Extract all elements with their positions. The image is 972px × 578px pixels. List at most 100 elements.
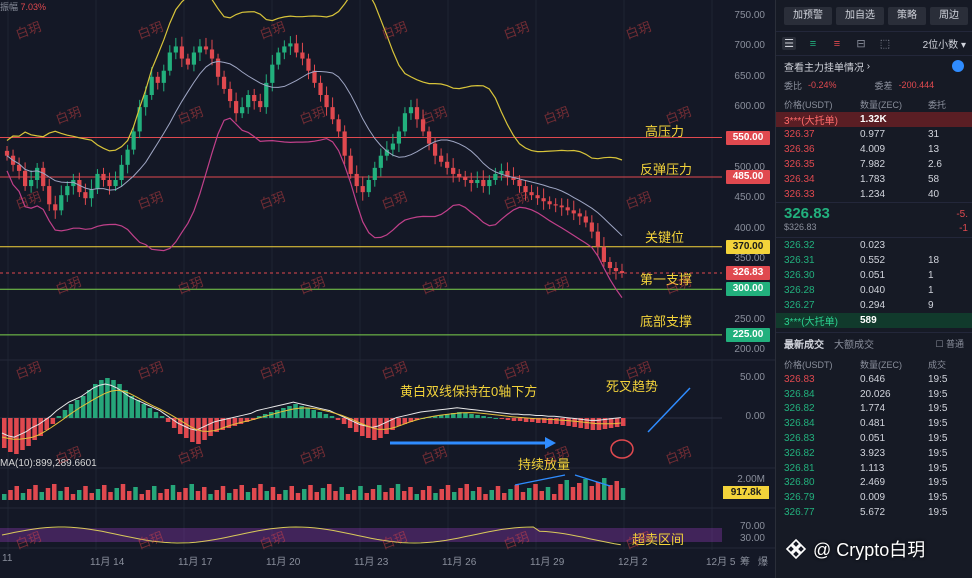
orderbook-row[interactable]: 326.34 1.783 58 [776,172,972,187]
ma-line [6,60,623,237]
orderbook-row[interactable]: 326.27 0.294 9 [776,298,972,313]
trade-row[interactable]: 326.77 5.672 19:5 [776,505,972,520]
macd-bar [244,418,250,422]
level-label-high-pressure: 高压力 [645,124,685,139]
macd-bar [62,410,68,418]
macd-dif-line [1,383,621,438]
row-qty: 20.026 [860,388,891,400]
candle-body [191,52,197,65]
normal-filter-checkbox[interactable]: ☐ 普通 [935,339,964,349]
expand-icon[interactable]: ⬚ [879,38,891,50]
orderbook-row[interactable]: 326.33 1.234 40 [776,187,972,202]
volume-bar [452,492,457,500]
volume-bar [527,488,532,500]
macd-bar [214,418,219,432]
volume-bar [270,487,276,500]
candle-body [523,186,528,193]
macd-bar [190,418,195,442]
macd-bar [305,408,310,418]
candle-body [589,222,594,232]
add-alert-button[interactable]: 加预警 [784,7,832,25]
volume-bar [364,493,369,500]
row-qty: 0.552 [860,255,886,266]
decimal-select[interactable]: 2位小数 ▾ [922,40,966,51]
trade-row[interactable]: 326.81 1.113 19:5 [776,461,972,476]
orderbook-row[interactable]: 326.28 0.040 1 [776,283,972,298]
macd-axis-0: 0.00 [745,411,765,422]
macd-bar [402,418,408,424]
volume-bar [33,485,38,500]
row-price: 326.36 [784,144,815,155]
bids-view-icon[interactable]: ≡ [809,37,817,50]
volume-bar [333,491,338,500]
candle-body [234,101,239,114]
trade-row[interactable]: 326.84 20.026 19:5 [776,387,972,402]
row-time: 19:5 [928,462,948,474]
trade-row[interactable]: 326.82 3.923 19:5 [776,446,972,461]
tab-large-trades[interactable]: 大额成交 [834,340,874,351]
candle-body [270,64,275,83]
chip-label[interactable]: 筹 [740,557,750,568]
price-tag: 370.00 [726,239,770,254]
orderbook-row[interactable]: 326.36 4.009 13 [776,142,972,157]
macd-bar [438,415,444,418]
orderbook-row[interactable]: 3***(大托单) 1.32K [776,112,972,127]
side-panel: 加预警 加自选 策略 周边 ☰ ≡ ≡ ⊟ ⬚ 2位小数 ▾ 查看主力挂单情况 … [775,0,972,578]
candle-body [47,186,52,205]
depth-view-icon[interactable]: ⊟ [856,38,866,50]
candle-body [517,180,522,187]
row-total: 31 [928,129,940,140]
candle-body [264,82,269,108]
trade-row[interactable]: 326.84 0.481 19:5 [776,416,972,431]
orderbook-row[interactable]: 326.30 0.051 1 [776,268,972,283]
trade-row[interactable]: 326.80 2.469 19:5 [776,476,972,491]
row-qty: 0.051 [860,433,886,445]
candle-body [167,52,172,71]
row-qty: 589 [860,315,877,326]
volume-bar [564,480,569,500]
macd-bar [250,418,256,420]
tab-latest-trades[interactable]: 最新成交 [784,340,824,351]
date-axis-tick: 11月 23 [354,557,389,568]
date-axis-tick: 11 [2,553,13,564]
asks-view-icon[interactable]: ≡ [833,37,841,50]
add-watchlist-button[interactable]: 加自选 [836,7,884,25]
row-qty: 3.923 [860,447,886,459]
whale-toggle[interactable] [952,60,964,72]
candle-body [390,143,395,150]
orderbook-row[interactable]: 326.37 0.977 31 [776,127,972,142]
macd-bar [171,418,177,428]
chart-area[interactable]: 振幅 7.03% 750.00 700.00 650.00 600.00 500.00 4… [0,0,775,578]
chart-canvas[interactable] [0,0,775,578]
trade-row[interactable]: 326.83 0.051 19:5 [776,431,972,446]
candle-body [282,46,287,53]
orderbook-row[interactable]: 326.32 0.023 [776,238,972,253]
peripheral-button[interactable]: 周边 [930,7,968,25]
orderbook-row[interactable]: 326.31 0.552 18 [776,253,972,268]
death-cross-pointer [647,387,691,433]
liquidation-label[interactable]: 爆 [758,557,768,568]
volume-bar [183,488,188,500]
volume-bar [470,491,476,500]
volume-bar [220,486,226,500]
volume-bar [202,487,207,500]
price-axis-tick: 350.00 [734,252,765,264]
candle-body [53,204,58,211]
macd-bar [390,418,395,430]
trade-row[interactable]: 326.82 1.774 19:5 [776,402,972,417]
candle-body [619,271,625,273]
strategy-button[interactable]: 策略 [888,7,926,25]
candle-body [221,76,227,89]
both-sides-view-icon[interactable]: ☰ [782,37,796,50]
row-total: 18 [928,255,940,266]
volume-bar [258,484,263,500]
whale-orders-link[interactable]: 查看主力挂单情况 › [776,56,972,76]
row-qty: 1.774 [860,403,886,415]
row-total: 58 [928,174,940,185]
trade-row[interactable]: 326.79 0.009 19:5 [776,490,972,505]
volume-bar [77,490,82,500]
macd-bar [572,418,577,427]
trade-row[interactable]: 326.83 0.646 19:5 [776,372,972,387]
orderbook-row[interactable]: 3***(大托单) 589 [776,313,972,328]
orderbook-row[interactable]: 326.35 7.982 2.6 [776,157,972,172]
